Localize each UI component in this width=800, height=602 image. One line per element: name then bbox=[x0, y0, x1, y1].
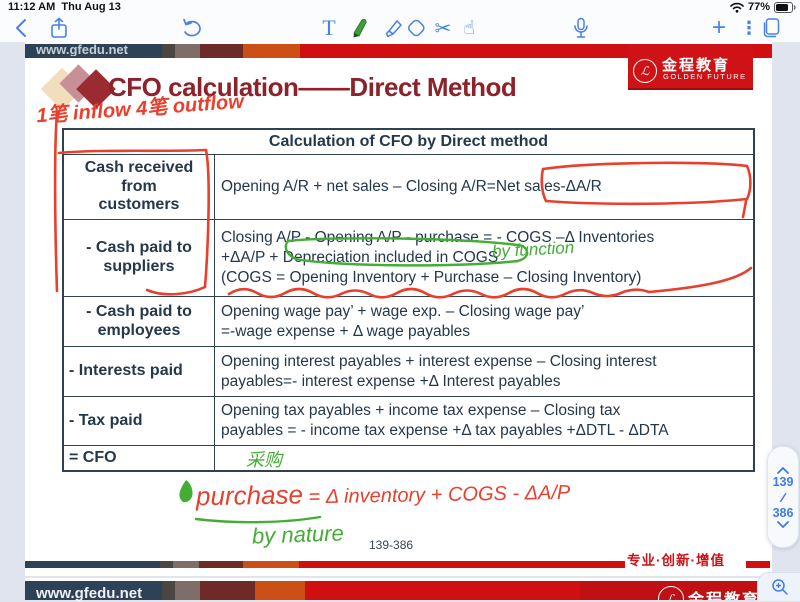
battery-icon bbox=[774, 1, 796, 13]
back-button[interactable] bbox=[8, 15, 34, 41]
undo-button[interactable] bbox=[180, 15, 206, 41]
next-brand-seal-icon: ℒ bbox=[658, 586, 684, 600]
status-time: 11:12 AM bbox=[8, 1, 56, 13]
row-label: - Interests paid bbox=[64, 347, 215, 396]
pager-current: 139 bbox=[772, 474, 794, 489]
prev-page-url: www.gfedu.net bbox=[36, 42, 128, 56]
next-page-edge: www.gfedu.net ℒ 金程教育 bbox=[25, 578, 772, 602]
brand-name-en: GOLDEN FUTURE bbox=[663, 72, 747, 81]
row-formula: Closing A/P - Opening A/P - purchase = -… bbox=[221, 229, 655, 286]
row-label: - Cash paid to employees bbox=[64, 297, 215, 346]
previous-page-edge: www.gfedu.net bbox=[25, 42, 772, 58]
row-label: = CFO bbox=[64, 446, 215, 470]
table-row: = CFO bbox=[64, 445, 753, 470]
app-chrome: 11:12 AM Thu Aug 13 77% bbox=[0, 0, 800, 42]
brand-name-zh: 金程教育 bbox=[662, 57, 731, 74]
row-formula: Opening tax payables + income tax expens… bbox=[221, 402, 669, 439]
next-brand-box: ℒ 金程教育 bbox=[580, 581, 763, 600]
row-label: - Tax paid bbox=[64, 397, 215, 445]
pager-slash: / bbox=[779, 489, 787, 505]
highlighter-tool[interactable] bbox=[380, 15, 406, 41]
row-formula: Opening A/R + net sales – Closing A/R=Ne… bbox=[221, 178, 602, 196]
footer-slogan: 专业·创新·增值 bbox=[627, 553, 725, 568]
next-brand-name-zh: 金程教育 bbox=[688, 586, 760, 600]
next-header-bar: www.gfedu.net ℒ 金程教育 bbox=[25, 581, 772, 602]
status-date: Thu Aug 13 bbox=[61, 1, 121, 13]
brand-logo-box: ℒ 金程教育 GOLDEN FUTURE bbox=[628, 44, 753, 88]
add-page-button[interactable]: + bbox=[711, 14, 726, 41]
table-header: Calculation of CFO by Direct method bbox=[268, 133, 549, 150]
row-formula: Opening wage pay’ + wage exp. – Closing … bbox=[221, 302, 585, 340]
wifi-icon bbox=[730, 2, 744, 13]
more-options-button[interactable]: ⋮ bbox=[740, 18, 758, 38]
row-label: Cash received from customers bbox=[64, 155, 215, 219]
row-formula: Opening interest payables + interest exp… bbox=[221, 352, 657, 390]
text-tool[interactable]: T bbox=[322, 15, 336, 40]
table-row: - Tax paid Opening tax payables + income… bbox=[64, 396, 753, 445]
share-icon[interactable] bbox=[46, 15, 72, 41]
brand-seal-icon: ℒ bbox=[633, 59, 657, 83]
chevron-up-icon[interactable] bbox=[777, 466, 789, 474]
row-label: - Cash paid to suppliers bbox=[64, 220, 215, 296]
status-bar: 11:12 AM Thu Aug 13 77% bbox=[0, 0, 800, 14]
row-formula bbox=[215, 446, 753, 470]
slide-title: CFO calculation——Direct Method bbox=[108, 72, 517, 102]
eraser-tool[interactable] bbox=[404, 15, 430, 41]
next-page-url: www.gfedu.net bbox=[36, 585, 143, 602]
slide-page[interactable]: ℒ 金程教育 GOLDEN FUTURE CFO calculation——Di… bbox=[25, 44, 772, 576]
zoom-button[interactable] bbox=[757, 572, 800, 602]
pointer-tool[interactable]: ☝ bbox=[463, 16, 475, 39]
battery-percent: 77% bbox=[747, 1, 770, 13]
slide-footer-stripe bbox=[25, 561, 772, 568]
cfo-table: Calculation of CFO by Direct method Cash… bbox=[62, 128, 755, 472]
pages-overview-button[interactable] bbox=[758, 15, 784, 41]
table-row: Cash received from customers Opening A/R… bbox=[64, 154, 753, 219]
pager-total: 386 bbox=[772, 505, 794, 520]
scissors-tool[interactable]: ✂ bbox=[434, 16, 452, 40]
table-row: - Cash paid to employees Opening wage pa… bbox=[64, 296, 753, 346]
table-row: - Interests paid Opening interest payabl… bbox=[64, 346, 753, 396]
magnifier-plus-icon bbox=[771, 579, 788, 595]
microphone-button[interactable] bbox=[568, 15, 594, 41]
red-boxed-text: Net sales-ΔA/R bbox=[495, 178, 602, 196]
page-label: 139-386 bbox=[369, 538, 414, 552]
page-navigator[interactable]: 139 / 386 bbox=[767, 446, 799, 548]
chevron-down-icon[interactable] bbox=[777, 520, 789, 528]
table-row: - Cash paid to suppliers Closing A/P - O… bbox=[64, 219, 753, 296]
pen-tool[interactable] bbox=[346, 15, 372, 41]
